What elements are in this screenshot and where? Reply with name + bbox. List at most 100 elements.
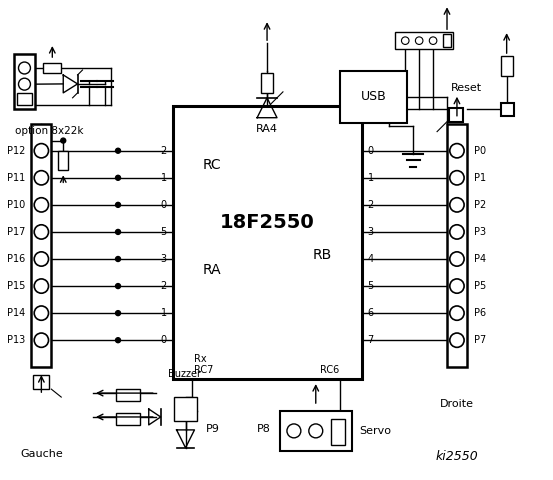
Text: RA: RA bbox=[202, 263, 221, 277]
Bar bbox=[261, 73, 273, 93]
Circle shape bbox=[34, 279, 49, 293]
Bar bbox=[340, 71, 407, 123]
Text: 0: 0 bbox=[160, 335, 166, 345]
Bar bbox=[58, 151, 68, 170]
Circle shape bbox=[34, 198, 49, 212]
Circle shape bbox=[34, 225, 49, 239]
Text: P1: P1 bbox=[474, 173, 486, 183]
Text: P4: P4 bbox=[474, 254, 486, 264]
Text: P16: P16 bbox=[7, 254, 25, 264]
Bar bbox=[13, 54, 35, 109]
Bar bbox=[500, 103, 514, 116]
Text: P6: P6 bbox=[474, 308, 486, 318]
Text: Reset: Reset bbox=[451, 83, 482, 93]
Circle shape bbox=[34, 144, 49, 158]
Circle shape bbox=[116, 175, 121, 180]
Circle shape bbox=[116, 256, 121, 262]
Text: 0: 0 bbox=[160, 200, 166, 210]
Bar bbox=[173, 106, 362, 379]
Bar bbox=[33, 375, 49, 389]
Text: P15: P15 bbox=[7, 281, 25, 291]
Text: 2: 2 bbox=[160, 281, 166, 291]
Circle shape bbox=[401, 37, 409, 45]
Circle shape bbox=[34, 306, 49, 320]
Bar bbox=[116, 389, 140, 401]
Text: 6: 6 bbox=[368, 308, 374, 318]
Text: Droite: Droite bbox=[440, 399, 474, 409]
Text: 18F2550: 18F2550 bbox=[220, 213, 315, 232]
Text: ki2550: ki2550 bbox=[436, 450, 478, 463]
Text: option 8x22k: option 8x22k bbox=[15, 126, 84, 136]
Text: Gauche: Gauche bbox=[20, 449, 62, 459]
Text: RC7: RC7 bbox=[195, 365, 214, 375]
Circle shape bbox=[450, 171, 464, 185]
Text: Buzzer: Buzzer bbox=[168, 369, 201, 379]
Text: 1: 1 bbox=[160, 173, 166, 183]
Circle shape bbox=[450, 225, 464, 239]
Bar bbox=[449, 108, 463, 122]
Text: 7: 7 bbox=[368, 335, 374, 345]
Bar bbox=[32, 124, 51, 367]
Text: RB: RB bbox=[312, 248, 332, 262]
Circle shape bbox=[309, 424, 323, 438]
Circle shape bbox=[116, 311, 121, 316]
Text: 3: 3 bbox=[368, 227, 374, 237]
Circle shape bbox=[450, 333, 464, 348]
Text: P9: P9 bbox=[205, 424, 220, 434]
Text: 4: 4 bbox=[368, 254, 374, 264]
Text: Rx: Rx bbox=[195, 354, 207, 364]
Bar bbox=[395, 32, 453, 49]
Text: 0: 0 bbox=[368, 146, 374, 156]
Bar bbox=[280, 411, 352, 451]
Text: P11: P11 bbox=[7, 173, 25, 183]
Circle shape bbox=[116, 148, 121, 153]
Circle shape bbox=[34, 333, 49, 348]
Text: P7: P7 bbox=[474, 335, 486, 345]
Text: 3: 3 bbox=[160, 254, 166, 264]
Circle shape bbox=[34, 171, 49, 185]
Bar bbox=[116, 413, 140, 425]
Bar bbox=[174, 397, 197, 421]
Text: P13: P13 bbox=[7, 335, 25, 345]
Circle shape bbox=[429, 37, 437, 45]
Text: 2: 2 bbox=[368, 200, 374, 210]
Text: P8: P8 bbox=[257, 424, 271, 434]
Bar bbox=[331, 419, 345, 445]
Circle shape bbox=[450, 279, 464, 293]
Bar bbox=[500, 56, 513, 76]
Text: 5: 5 bbox=[160, 227, 166, 237]
Text: USB: USB bbox=[361, 90, 387, 103]
Circle shape bbox=[116, 229, 121, 234]
Text: P2: P2 bbox=[474, 200, 486, 210]
Circle shape bbox=[116, 284, 121, 288]
Text: 2: 2 bbox=[160, 146, 166, 156]
Circle shape bbox=[34, 252, 49, 266]
Text: 5: 5 bbox=[368, 281, 374, 291]
Text: P12: P12 bbox=[7, 146, 25, 156]
Circle shape bbox=[18, 78, 30, 90]
Text: 1: 1 bbox=[368, 173, 374, 183]
Text: RA4: RA4 bbox=[256, 124, 278, 133]
Text: RC: RC bbox=[202, 158, 221, 172]
Text: P3: P3 bbox=[474, 227, 486, 237]
Circle shape bbox=[61, 138, 66, 143]
Bar bbox=[17, 93, 33, 105]
Text: P0: P0 bbox=[474, 146, 486, 156]
Circle shape bbox=[287, 424, 301, 438]
Text: 1: 1 bbox=[160, 308, 166, 318]
Circle shape bbox=[415, 37, 423, 45]
Text: RC6: RC6 bbox=[320, 365, 340, 375]
Circle shape bbox=[450, 144, 464, 158]
Circle shape bbox=[18, 62, 30, 74]
Circle shape bbox=[116, 203, 121, 207]
Circle shape bbox=[116, 338, 121, 343]
Text: P17: P17 bbox=[7, 227, 25, 237]
Circle shape bbox=[450, 252, 464, 266]
Circle shape bbox=[450, 198, 464, 212]
Text: P10: P10 bbox=[7, 200, 25, 210]
Text: P14: P14 bbox=[7, 308, 25, 318]
Text: P5: P5 bbox=[474, 281, 486, 291]
Bar bbox=[443, 34, 451, 47]
Circle shape bbox=[450, 306, 464, 320]
Bar bbox=[447, 124, 467, 367]
